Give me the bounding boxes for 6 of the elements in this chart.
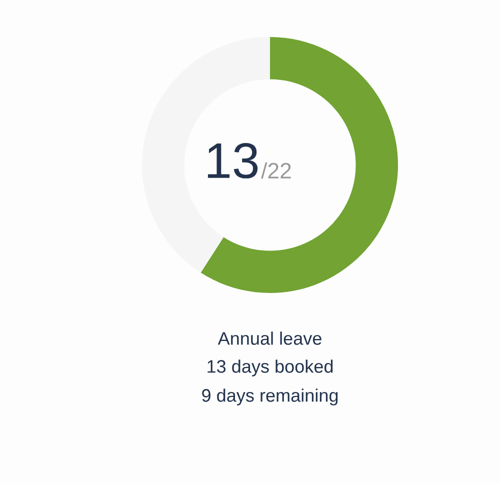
text: Annual leave <box>218 332 322 345</box>
donut-slice <box>200 37 398 293</box>
text: 9 days remaining <box>202 388 338 406</box>
text: 13 <box>208 143 258 178</box>
text: 13 days booked <box>208 360 333 376</box>
text: /22 <box>261 162 291 179</box>
